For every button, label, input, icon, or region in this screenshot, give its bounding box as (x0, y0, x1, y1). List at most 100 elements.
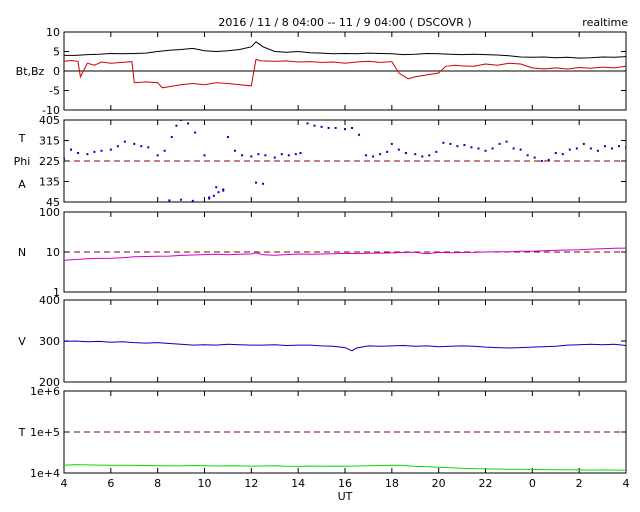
data-point (625, 146, 626, 149)
data-point (100, 149, 103, 152)
data-point (77, 152, 80, 155)
x-tick-label: 4 (61, 477, 68, 490)
series-line-0 (64, 340, 626, 352)
data-point (582, 142, 585, 145)
data-point (442, 141, 445, 144)
data-point (70, 148, 73, 151)
data-point (547, 158, 550, 161)
data-point (287, 154, 290, 157)
data-point (344, 128, 346, 131)
data-point (428, 154, 431, 157)
x-tick-label: 22 (479, 477, 493, 490)
data-point (255, 181, 258, 184)
x-tick-label: 2 (576, 477, 583, 490)
data-point (540, 160, 543, 162)
x-tick-label: 12 (244, 477, 258, 490)
data-point (498, 142, 501, 145)
series-line-1 (64, 58, 626, 89)
data-point (617, 145, 620, 148)
y-axis-label: Bt,Bz (16, 65, 45, 78)
data-point (397, 148, 400, 151)
y-tick-label: 10 (46, 246, 60, 259)
data-point (404, 152, 407, 155)
y-tick-label: 0 (53, 65, 60, 78)
data-point (299, 152, 302, 155)
data-point (180, 198, 183, 201)
realtime-badge: realtime (582, 16, 628, 29)
x-axis-label: UT (338, 490, 353, 503)
data-point (372, 155, 375, 158)
data-point (250, 155, 253, 158)
data-point (222, 188, 225, 191)
data-point (217, 191, 220, 194)
data-point (147, 146, 150, 149)
data-point (109, 148, 112, 151)
y-tick-label: 5 (53, 46, 60, 59)
data-point (273, 156, 276, 159)
data-point (589, 147, 592, 150)
x-tick-label: 6 (107, 477, 114, 490)
series-group (64, 41, 626, 89)
panel-temperature: 1e+6 1e+5 1e+4 T (18, 385, 627, 480)
y-tick-label: 10 (46, 26, 60, 39)
data-point (533, 156, 536, 159)
data-point (491, 147, 494, 150)
data-point (170, 136, 173, 139)
data-point (379, 153, 382, 156)
data-point (133, 142, 136, 145)
data-point (327, 126, 330, 129)
y-tick-label: 1e+4 (30, 467, 60, 480)
data-point (93, 150, 96, 153)
data-point (414, 153, 417, 156)
data-point (226, 136, 229, 139)
data-point (568, 148, 571, 151)
data-point (603, 145, 606, 148)
data-point (449, 142, 452, 145)
y-axis-label: T (18, 132, 26, 145)
y-tick-label: 200 (39, 376, 60, 389)
data-point (512, 147, 515, 150)
data-point (240, 154, 243, 157)
panel-phi: 405 315 225 135 45 T Phi A (14, 114, 627, 209)
y-axis-label: T (18, 426, 26, 439)
data-point (334, 126, 337, 129)
data-point (477, 147, 480, 150)
data-point (86, 153, 89, 156)
data-point (208, 196, 211, 199)
data-point (180, 120, 183, 121)
data-point (187, 122, 190, 125)
data-point (365, 154, 368, 157)
data-point (575, 147, 578, 150)
x-tick-label: 4 (623, 477, 630, 490)
data-point (233, 149, 236, 152)
data-point (526, 154, 529, 157)
y-tick-label: -5 (49, 85, 60, 98)
data-point (116, 145, 119, 148)
figure-title: 2016 / 11 / 8 04:00 -- 11 / 9 04:00 ( DS… (218, 16, 471, 29)
data-point (163, 149, 166, 152)
x-tick-label: 20 (432, 477, 446, 490)
data-point (554, 152, 557, 155)
x-tick-label: 8 (154, 477, 161, 490)
x-tick-label: 16 (338, 477, 352, 490)
series-group (64, 120, 626, 202)
data-point (175, 124, 178, 127)
data-point (294, 153, 297, 156)
data-point (262, 182, 265, 185)
y-tick-label: 1 (53, 286, 60, 299)
data-point (191, 199, 194, 202)
data-point (358, 133, 361, 136)
data-point (390, 142, 393, 145)
data-point (463, 144, 466, 147)
data-point (456, 145, 459, 148)
data-point (140, 145, 143, 148)
data-point (351, 126, 354, 129)
data-point (64, 157, 65, 160)
y-tick-label: 315 (39, 135, 60, 148)
panel-frame (63, 299, 627, 383)
data-point (123, 140, 126, 143)
y-axis-label: V (18, 335, 26, 348)
data-point (257, 153, 260, 156)
data-point (435, 150, 438, 153)
